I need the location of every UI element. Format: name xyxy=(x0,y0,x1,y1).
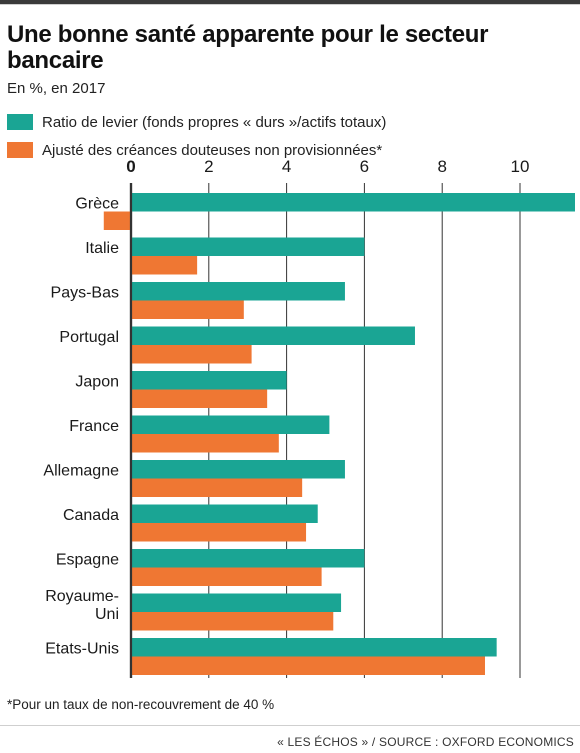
bar-leverage xyxy=(131,326,415,345)
bar-adjusted xyxy=(131,389,268,408)
category-label: Grèce xyxy=(75,195,119,212)
category-label: Uni xyxy=(95,606,119,623)
bar-leverage xyxy=(131,237,365,256)
bar-leverage xyxy=(131,638,497,657)
bar-leverage xyxy=(131,193,575,212)
bar-leverage xyxy=(131,415,330,434)
footnote: *Pour un taux de non-recouvrement de 40 … xyxy=(7,697,275,712)
legend-label-adjusted: Ajusté des créances douteuses non provis… xyxy=(42,141,383,159)
bar-adjusted xyxy=(131,434,279,453)
chart-title: Une bonne santé apparente pour le secteu… xyxy=(7,21,489,74)
legend-swatch-leverage xyxy=(7,114,33,130)
category-label: Etats-Unis xyxy=(45,640,119,657)
legend: Ratio de levier (fonds propres « durs »/… xyxy=(7,110,386,166)
source-credit: « LES ÉCHOS » / SOURCE : OXFORD ECONOMIC… xyxy=(277,735,574,749)
legend-item-leverage: Ratio de levier (fonds propres « durs »/… xyxy=(7,110,386,134)
bar-leverage xyxy=(131,371,287,390)
bar-adjusted xyxy=(131,478,303,497)
category-label: Japon xyxy=(75,373,119,390)
legend-swatch-adjusted xyxy=(7,142,33,158)
top-rule xyxy=(0,0,580,4)
category-label: Allemagne xyxy=(43,462,119,479)
x-tick-label: 0 xyxy=(126,157,135,176)
bar-adjusted xyxy=(131,612,334,631)
chart-subtitle: En %, en 2017 xyxy=(7,80,106,97)
legend-label-leverage: Ratio de levier (fonds propres « durs »/… xyxy=(42,113,387,131)
bar-leverage xyxy=(131,282,345,301)
bar-adjusted xyxy=(131,345,252,364)
bar-adjusted xyxy=(131,300,244,319)
x-tick-label: 6 xyxy=(360,157,369,176)
x-tick-label: 2 xyxy=(204,157,213,176)
legend-item-adjusted: Ajusté des créances douteuses non provis… xyxy=(7,138,386,162)
bar-leverage xyxy=(131,549,365,568)
bar-adjusted xyxy=(131,656,485,675)
category-label: Italie xyxy=(85,240,119,257)
top-rule-light xyxy=(0,4,580,5)
bar-leverage xyxy=(131,593,342,612)
category-label: Portugal xyxy=(59,329,119,346)
bottom-rule xyxy=(0,725,580,726)
bar-adjusted xyxy=(131,523,307,542)
category-label: Royaume- xyxy=(45,588,119,605)
x-tick-label: 4 xyxy=(282,157,291,176)
category-label: Pays-Bas xyxy=(51,284,119,301)
bar-adjusted xyxy=(131,567,322,586)
bar-chart: 0 2 4 6 8 10 Grèce Italie Pays-Bas Portugal Japon F… xyxy=(43,157,575,678)
category-label: France xyxy=(69,418,119,435)
x-tick-label: 8 xyxy=(437,157,446,176)
bar-adjusted xyxy=(103,211,131,230)
category-label: Canada xyxy=(63,507,119,524)
category-label: Espagne xyxy=(56,551,119,568)
x-tick-label: 10 xyxy=(511,157,530,176)
bar-leverage xyxy=(131,504,318,523)
bar-adjusted xyxy=(131,256,198,275)
bar-leverage xyxy=(131,460,345,479)
